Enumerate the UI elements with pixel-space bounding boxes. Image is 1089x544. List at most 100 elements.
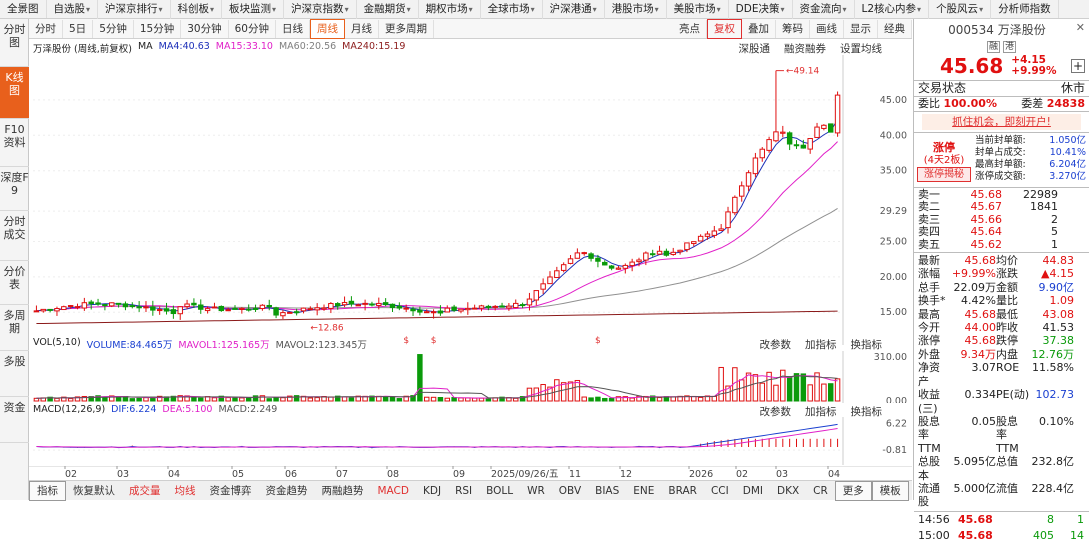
ma-line	[36, 119, 838, 314]
toolbar-tool[interactable]: 显示	[844, 19, 878, 38]
chart-link[interactable]: 融资融券	[784, 43, 826, 55]
order-qty: 5	[1051, 225, 1058, 239]
top-menu-item[interactable]: 板块监测▾	[222, 0, 285, 19]
period-tab[interactable]: 5分钟	[93, 19, 134, 38]
toolbar-tool[interactable]: 叠加	[742, 19, 776, 38]
period-tab[interactable]: 分时	[29, 19, 63, 38]
quote-row: 股息率TTM 0.05 股息率TTM 0.10%	[914, 415, 1089, 455]
toolbar-tool[interactable]: 亮点	[673, 19, 707, 38]
indicator-tab[interactable]: CR	[813, 484, 828, 497]
left-tab[interactable]: 分价表	[0, 261, 29, 305]
toolbar-tool[interactable]: 筹码	[776, 19, 810, 38]
top-menu-item[interactable]: 资金流向▾	[793, 0, 855, 19]
chart-link[interactable]: 设置均线	[840, 43, 882, 55]
x-tick-label: 12	[620, 469, 632, 480]
volume-bar	[198, 397, 204, 402]
price-change: +4.15	[1011, 54, 1046, 66]
volume-bar	[752, 374, 759, 402]
indicator-tab[interactable]: BRAR	[668, 484, 697, 497]
chart-link[interactable]: 深股通	[738, 43, 771, 55]
chart-link[interactable]: 改参数	[759, 339, 792, 351]
add-watch-button[interactable]: +	[1071, 59, 1085, 73]
period-tab[interactable]: 周线	[310, 18, 345, 39]
indicator-tab[interactable]: CCI	[710, 484, 729, 497]
quote-cell: 收益(三)	[918, 388, 940, 415]
indicator-tab[interactable]: 成交量	[129, 484, 161, 497]
x-tick-label: 11	[569, 469, 581, 480]
indicator-tab[interactable]: 模板	[871, 480, 909, 501]
indicator-tab[interactable]: MACD	[377, 484, 409, 497]
indicator-tab[interactable]: DKX	[776, 484, 800, 497]
top-menu-item[interactable]: 金融期货▾	[357, 0, 419, 19]
left-tab[interactable]: 多周期	[0, 305, 29, 351]
top-menu-item[interactable]: 沪深京排行▾	[98, 0, 171, 19]
left-tab[interactable]: F10资料	[0, 119, 29, 167]
left-tab[interactable]: 分时图	[0, 19, 29, 67]
top-menu-item[interactable]: L2核心内参▾	[855, 0, 930, 19]
period-tab[interactable]: 15分钟	[134, 19, 182, 38]
period-tab[interactable]: 更多周期	[379, 19, 434, 38]
indicator-tab[interactable]: 资金趋势	[265, 484, 308, 497]
kline-chart[interactable]: 45.00 40.00 35.00 29.29 25.00 20.00 15.00 ←49.1…	[29, 55, 912, 345]
candle-body	[293, 311, 300, 314]
quote-cell: 最低	[996, 307, 1018, 321]
chart-link[interactable]: 换指标	[850, 406, 883, 418]
macd-chart[interactable]: 6.22 -0.81	[29, 417, 912, 465]
top-menu-item[interactable]: 个股风云▾	[929, 0, 992, 19]
indicator-tab[interactable]: 均线	[174, 484, 196, 497]
left-tab[interactable]: 资金	[0, 397, 29, 443]
left-tab[interactable]: 分时成交	[0, 211, 29, 261]
chart-link[interactable]: 加指标	[805, 406, 837, 418]
left-tab[interactable]: 多股	[0, 351, 29, 397]
top-menu-item[interactable]: 沪深京指数▾	[284, 0, 357, 19]
limit-up-key: 最高封单额:	[975, 159, 1026, 170]
indicator-tab[interactable]: RSI	[455, 484, 473, 497]
indicator-tab[interactable]: OBV	[558, 484, 582, 497]
indicator-tab[interactable]: 更多	[834, 480, 872, 501]
volume-bar	[239, 397, 245, 402]
indicator-tab[interactable]: ENE	[633, 484, 655, 497]
indicator-tab[interactable]: BOLL	[486, 484, 514, 497]
close-icon[interactable]: ✕	[1075, 21, 1085, 34]
volume-chart[interactable]: 310.00 0.00	[29, 351, 912, 403]
chevron-down-icon: ▾	[344, 4, 349, 14]
top-menu-item[interactable]: 全景图	[0, 0, 47, 18]
top-menu-item[interactable]: 全球市场▾	[481, 0, 543, 19]
top-menu-item[interactable]: 分析师指数	[991, 0, 1059, 18]
toolbar-tool[interactable]: 复权	[707, 18, 742, 39]
chevron-down-icon: ▾	[654, 4, 659, 14]
top-menu-item[interactable]: 自选股▾	[47, 0, 99, 19]
period-tab[interactable]: 60分钟	[229, 19, 276, 38]
open-account-link[interactable]: 抓住机会，即刻开户!	[922, 114, 1081, 130]
indicator-tab[interactable]: 指标	[29, 480, 66, 501]
volume-label: VOL(5,10)	[33, 337, 81, 348]
left-tab[interactable]: 深度F9	[0, 167, 29, 211]
indicator-tab[interactable]: WR	[527, 484, 545, 497]
period-tab[interactable]: 日线	[276, 19, 310, 38]
indicator-tab[interactable]: 恢复默认	[73, 484, 115, 497]
top-menu-item[interactable]: 科创板▾	[171, 0, 223, 19]
top-menu-item[interactable]: 沪深港通▾	[543, 0, 605, 19]
indicator-tab[interactable]: 两融趋势	[321, 484, 364, 497]
volume-bar	[595, 396, 601, 402]
period-tab[interactable]: 30分钟	[181, 19, 229, 38]
chart-link[interactable]: 改参数	[759, 406, 792, 418]
candle-body	[821, 124, 827, 129]
top-menu-label: 沪深港通	[549, 2, 592, 15]
top-menu-item[interactable]: 港股市场▾	[605, 0, 667, 19]
period-tab[interactable]: 5日	[63, 19, 94, 38]
indicator-tab[interactable]: DMI	[742, 484, 763, 497]
indicator-tab[interactable]: KDJ	[422, 484, 442, 497]
toolbar-tool[interactable]: 经典	[878, 19, 912, 38]
top-menu-item[interactable]: 期权市场▾	[419, 0, 481, 19]
top-menu-item[interactable]: 美股市场▾	[667, 0, 729, 19]
toolbar-tool[interactable]: 画线	[810, 19, 844, 38]
indicator-tab[interactable]: 资金博弈	[209, 484, 252, 497]
chart-link[interactable]: 换指标	[850, 339, 883, 351]
limit-up-detail-button[interactable]: 涨停揭秘	[917, 167, 971, 182]
period-tab[interactable]: 月线	[345, 19, 379, 38]
top-menu-item[interactable]: DDE决策▾	[729, 0, 793, 19]
indicator-tab[interactable]: BIAS	[595, 484, 620, 497]
chart-link[interactable]: 加指标	[805, 339, 837, 351]
left-tab[interactable]: K线图	[0, 67, 29, 119]
